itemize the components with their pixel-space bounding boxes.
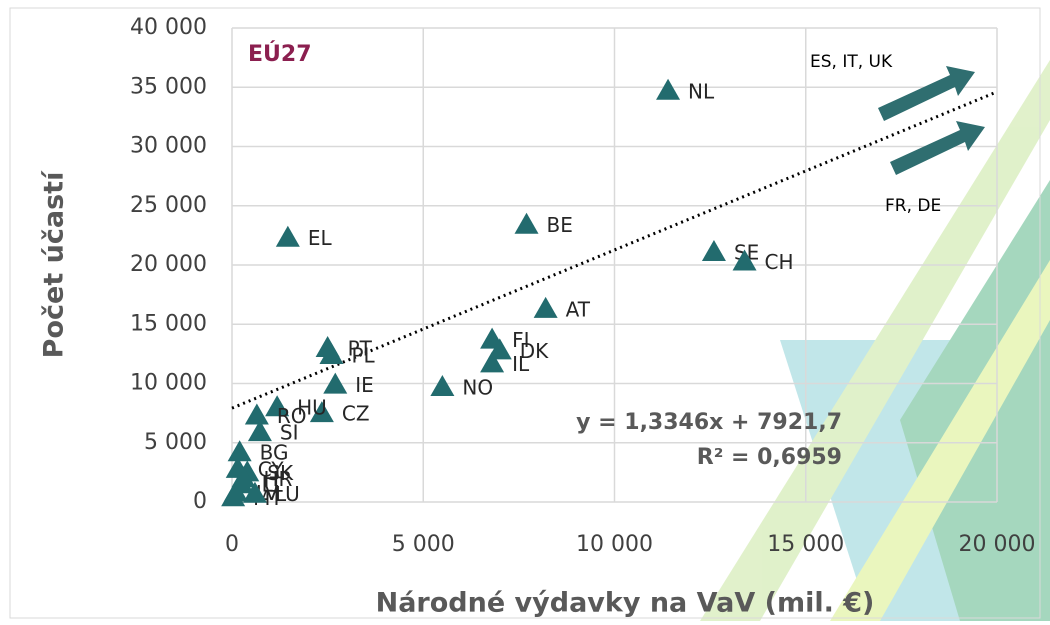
y-tick-label: 0 (193, 489, 207, 514)
x-axis-title: Národné výdavky na VaV (mil. €) (376, 588, 875, 619)
x-tick-label: 20 000 (959, 532, 1036, 557)
point (244, 403, 269, 425)
point-label: NO (462, 376, 493, 400)
point (480, 351, 505, 373)
point-label: BG (260, 441, 289, 465)
point-label: LT (262, 473, 283, 497)
x-tick-label: 15 000 (767, 532, 844, 557)
chart-border (9, 7, 1041, 619)
point (242, 481, 267, 503)
point-label: AT (566, 297, 591, 321)
point (430, 375, 455, 397)
point (309, 401, 334, 423)
point-label: BE (547, 213, 573, 237)
point (533, 296, 558, 318)
point (265, 395, 290, 417)
point-label: IL (512, 352, 530, 376)
y-tick-label: 20 000 (130, 252, 207, 277)
point-label: FI (512, 328, 529, 352)
point-label: PL (351, 344, 375, 368)
trend-r2: R² = 0,6959 (697, 445, 842, 470)
point-label: DK (520, 339, 549, 363)
annotation: EÚ27 (248, 41, 312, 67)
y-tick-label: 25 000 (130, 193, 207, 218)
point (656, 78, 681, 100)
point (323, 372, 348, 394)
point-label: LU (275, 482, 300, 506)
background-decoration (700, 60, 1050, 621)
point-label: HU (297, 396, 327, 420)
point (514, 212, 539, 234)
x-tick-label: 5 000 (392, 532, 455, 557)
annotation: ES, IT, UK (810, 52, 893, 72)
point-label: IE (355, 373, 374, 397)
point-label: SK (267, 461, 294, 485)
point (275, 225, 300, 247)
point (487, 338, 512, 360)
point (227, 440, 252, 462)
y-tick-label: 10 000 (130, 371, 207, 396)
point-label: HR (263, 467, 292, 491)
point-label: EL (308, 226, 333, 250)
x-tick-label: 0 (225, 532, 239, 557)
y-tick-label: 40 000 (130, 15, 207, 40)
point-label: CZ (342, 402, 370, 426)
y-tick-label: 5 000 (144, 430, 207, 455)
x-tick-label: 10 000 (576, 532, 653, 557)
annotation: FR, DE (885, 196, 941, 216)
point-label: SI (280, 421, 299, 445)
point (732, 249, 757, 271)
point-label: CY (258, 457, 285, 481)
point-label: PT (348, 336, 373, 360)
y-tick-label: 30 000 (130, 134, 207, 159)
point-label: RO (277, 404, 307, 428)
point (701, 239, 726, 261)
trend-equation: y = 1,3346x + 7921,7 (576, 410, 842, 435)
point-label: CH (765, 250, 794, 274)
y-tick-label: 35 000 (130, 74, 207, 99)
point (319, 343, 344, 365)
y-tick-label: 15 000 (130, 311, 207, 336)
point (247, 420, 272, 442)
y-axis-title: Počet účastí (39, 170, 70, 358)
point (221, 485, 246, 507)
arrows (878, 66, 985, 175)
point-label: NL (688, 79, 715, 103)
